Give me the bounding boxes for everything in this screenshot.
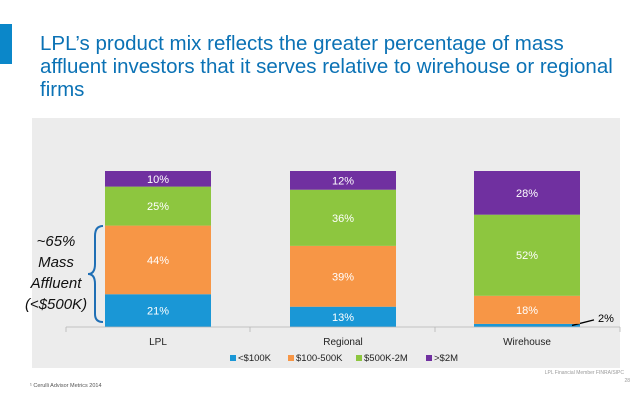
- footnote: ¹ Cerulli Advisor Metrics 2014: [30, 383, 102, 389]
- page-number: 28: [624, 378, 630, 384]
- legend-swatch: [426, 355, 432, 361]
- data-label: 36%: [332, 213, 354, 225]
- data-label: 10%: [147, 174, 169, 186]
- legend-swatch: [356, 355, 362, 361]
- slide-title: LPL’s product mix reflects the greater p…: [40, 32, 613, 101]
- annotation-line: ~65%: [37, 233, 76, 250]
- data-label: 44%: [147, 255, 169, 267]
- x-tick-labels: LPL Regional Wirehouse: [65, 327, 621, 348]
- annotation-line: (<$500K): [25, 296, 87, 313]
- annotation-line: Mass: [38, 254, 74, 271]
- member-disclosure: LPL Financial Member FINRA/SIPC: [544, 370, 624, 376]
- callout-line: [571, 319, 595, 327]
- legend-label: $500K-2M: [364, 353, 408, 364]
- x-tick-label: Regional: [323, 337, 362, 348]
- bars-group: 21% 44% 25% 10% 13% 39% 36% 12% 2% 18% 52% 28%: [105, 171, 614, 327]
- data-label: 25%: [147, 201, 169, 213]
- bar-segment-regional-1: [290, 245, 396, 307]
- data-label: 52%: [516, 250, 538, 262]
- bar-segment-lpl-3: [105, 171, 211, 187]
- data-label: 18%: [516, 305, 538, 317]
- legend-label: $100-500K: [296, 353, 343, 364]
- data-label: 39%: [332, 271, 354, 283]
- bar-segment-wirehouse-3: [474, 171, 580, 215]
- data-label: 28%: [516, 188, 538, 200]
- legend-label: >$2M: [434, 353, 458, 364]
- bar-segment-lpl-1: [105, 225, 211, 295]
- bar-segment-regional-2: [290, 189, 396, 246]
- annotation-line: Affluent: [30, 275, 83, 292]
- legend-swatch: [230, 355, 236, 361]
- legend-label: <$100K: [238, 353, 272, 364]
- bar-segment-regional-0: [290, 306, 396, 327]
- legend: <$100K $100-500K $500K-2M >$2M: [230, 353, 458, 364]
- bar-segment-wirehouse-0: [474, 323, 580, 327]
- bar-segment-lpl-0: [105, 294, 211, 327]
- bar-segment-wirehouse-1: [474, 295, 580, 324]
- accent-bar: [0, 24, 12, 64]
- x-tick-label: LPL: [149, 337, 167, 348]
- curly-brace: [87, 225, 104, 323]
- legend-swatch: [288, 355, 294, 361]
- data-label: 13%: [332, 312, 354, 324]
- data-label: 12%: [332, 175, 354, 187]
- data-label: 21%: [147, 306, 169, 318]
- bar-segment-lpl-2: [105, 186, 211, 226]
- bar-segment-regional-3: [290, 171, 396, 190]
- bar-segment-wirehouse-2: [474, 214, 580, 296]
- x-tick-label: Wirehouse: [503, 337, 551, 348]
- data-label: 2%: [598, 313, 614, 325]
- mass-affluent-annotation: ~65% Mass Affluent (<$500K): [25, 225, 104, 323]
